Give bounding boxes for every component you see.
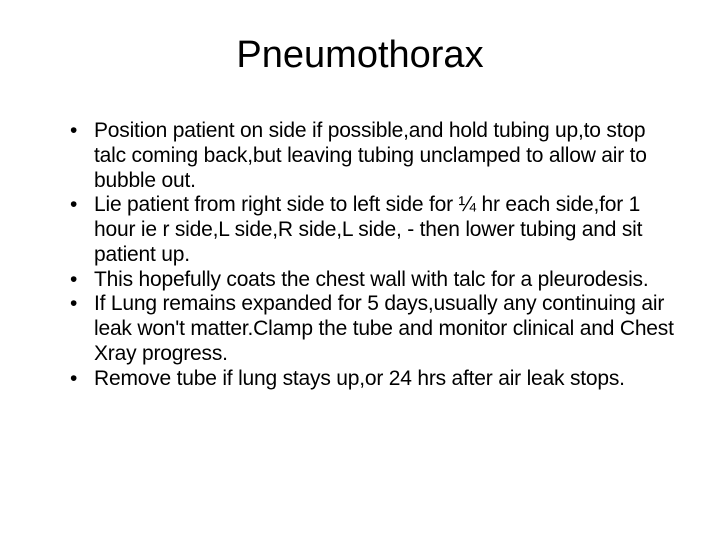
bullet-list: Position patient on side if possible,and… <box>40 119 680 391</box>
list-item: Lie patient from right side to left side… <box>70 193 680 267</box>
list-item: Position patient on side if possible,and… <box>70 119 680 193</box>
list-item: If Lung remains expanded for 5 days,usua… <box>70 292 680 366</box>
slide-title: Pneumothorax <box>40 34 680 77</box>
list-item: Remove tube if lung stays up,or 24 hrs a… <box>70 367 680 392</box>
list-item: This hopefully coats the chest wall with… <box>70 268 680 293</box>
